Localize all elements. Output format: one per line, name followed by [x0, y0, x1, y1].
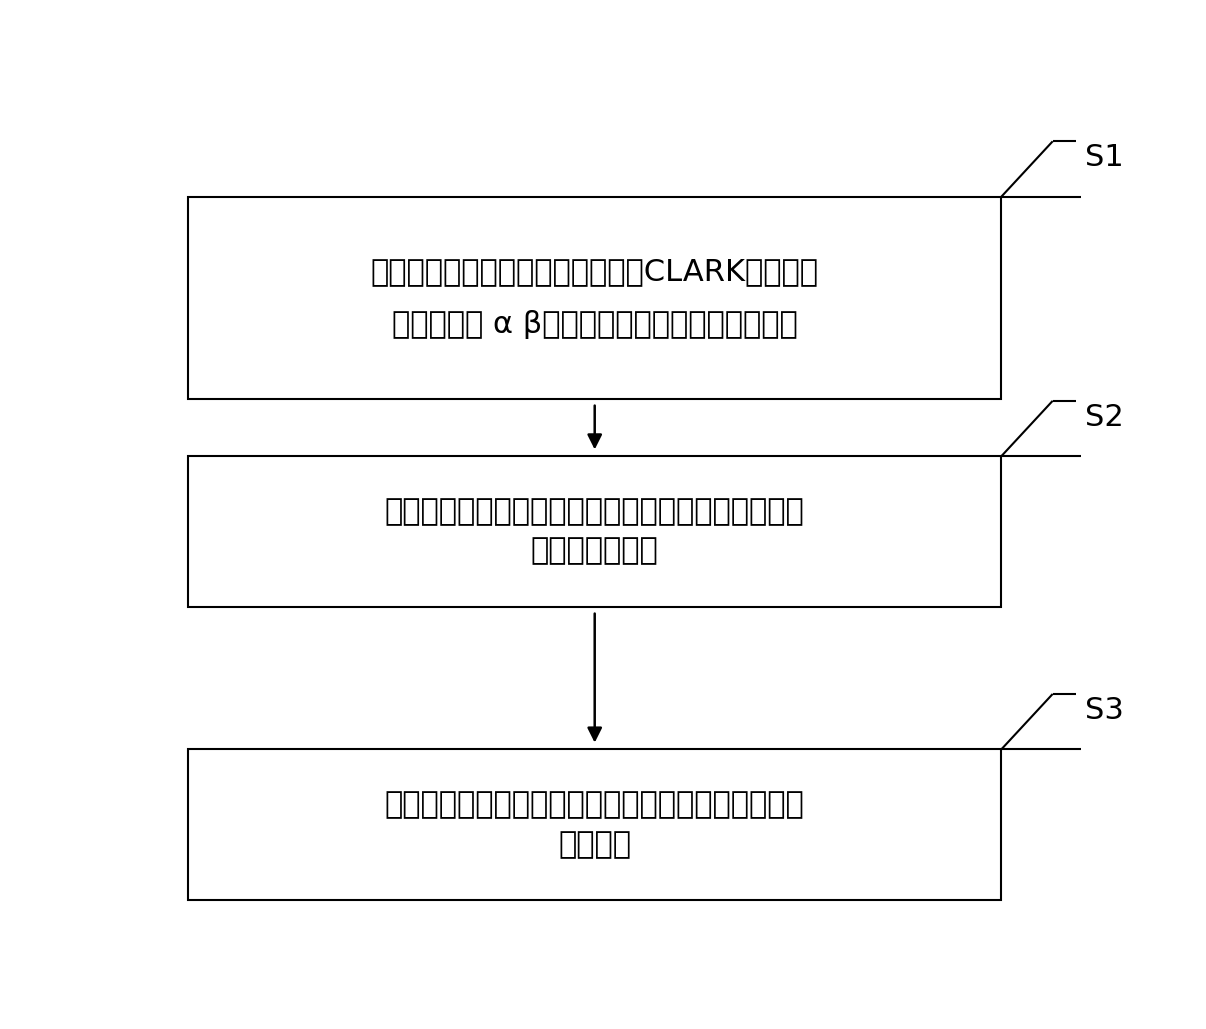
- Text: S3: S3: [1085, 696, 1124, 725]
- Bar: [188, 456, 1001, 607]
- Text: S2: S2: [1085, 403, 1124, 432]
- Text: 滑模控制: 滑模控制: [558, 829, 631, 859]
- Text: 取两相静止 α β坐标系下网侧逆变器的数学模型: 取两相静止 α β坐标系下网侧逆变器的数学模型: [392, 310, 797, 339]
- Bar: [188, 749, 1001, 900]
- Text: 建立全阶滑模面: 建立全阶滑模面: [531, 536, 658, 566]
- Text: 依据全阶滑模面模型，根据网侧逆变器的数学模型，: 依据全阶滑模面模型，根据网侧逆变器的数学模型，: [385, 497, 804, 527]
- Bar: [188, 197, 1001, 399]
- Text: 将谐振项加入到所述全阶滑模面中，以进行谐振全阶: 将谐振项加入到所述全阶滑模面中，以进行谐振全阶: [385, 790, 804, 820]
- Text: S1: S1: [1085, 143, 1124, 173]
- Text: 将三相网侧逆变器的数学模型进行CLARK变换，获: 将三相网侧逆变器的数学模型进行CLARK变换，获: [370, 257, 819, 286]
